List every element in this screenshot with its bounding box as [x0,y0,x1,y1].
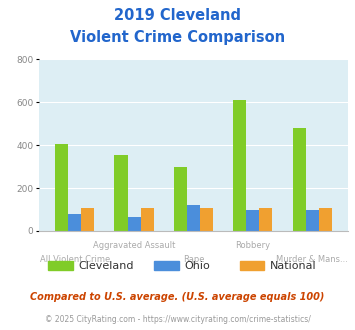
Text: Murder & Mans...: Murder & Mans... [276,255,348,264]
Text: Robbery: Robbery [235,241,271,250]
Text: Ohio: Ohio [185,261,211,271]
Text: National: National [270,261,316,271]
Text: Aggravated Assault: Aggravated Assault [93,241,175,250]
Text: © 2025 CityRating.com - https://www.cityrating.com/crime-statistics/: © 2025 CityRating.com - https://www.city… [45,315,310,324]
Text: Compared to U.S. average. (U.S. average equals 100): Compared to U.S. average. (U.S. average … [30,292,325,302]
Text: Rape: Rape [183,255,204,264]
Bar [68,214,81,231]
Bar [187,205,200,231]
Bar [81,209,94,231]
Bar [127,217,141,231]
Bar [114,155,127,231]
Bar [233,100,246,231]
Bar [174,167,187,231]
Text: Cleveland: Cleveland [78,261,133,271]
Bar [246,210,260,231]
Text: All Violent Crime: All Violent Crime [39,255,110,264]
Bar [260,208,273,231]
Bar [55,144,68,231]
Bar [141,209,154,231]
Bar [319,208,332,231]
Text: 2019 Cleveland: 2019 Cleveland [114,8,241,23]
Text: Violent Crime Comparison: Violent Crime Comparison [70,30,285,45]
Bar [293,128,306,231]
Bar [306,210,319,231]
Bar [200,208,213,231]
